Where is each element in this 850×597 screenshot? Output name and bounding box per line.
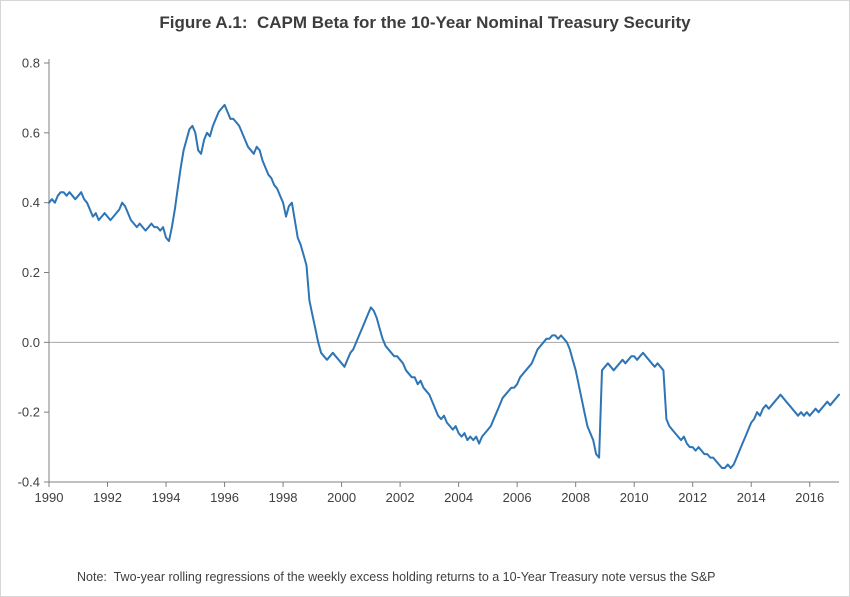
figure-notes: Note: Two-year rolling regressions of th… (77, 535, 716, 596)
x-tick-label: 1996 (210, 490, 239, 505)
x-tick-label: 2012 (678, 490, 707, 505)
chart-title: Figure A.1: CAPM Beta for the 10-Year No… (159, 13, 691, 32)
x-tick-label: 1994 (152, 490, 181, 505)
x-tick-label: 2006 (503, 490, 532, 505)
x-tick-label: 2016 (795, 490, 824, 505)
x-tick-label: 2000 (327, 490, 356, 505)
x-tick-label: 2002 (386, 490, 415, 505)
y-tick-label: 0.4 (22, 195, 40, 210)
y-tick-label: -0.4 (18, 475, 40, 490)
y-tick-label: 0.8 (22, 56, 40, 71)
x-tick-label: 2014 (737, 490, 766, 505)
x-tick-label: 2004 (444, 490, 473, 505)
x-tick-label: 2010 (620, 490, 649, 505)
x-tick-label: 1998 (269, 490, 298, 505)
y-tick-label: -0.2 (18, 405, 40, 420)
y-tick-label: 0.6 (22, 125, 40, 140)
beta-series-line (48, 103, 840, 469)
x-tick-label: 1992 (93, 490, 122, 505)
x-tick-label: 1990 (35, 490, 64, 505)
note-line-1: Note: Two-year rolling regressions of th… (77, 570, 716, 584)
x-tick-label: 2008 (561, 490, 590, 505)
y-tick-label: 0.0 (22, 335, 40, 350)
y-tick-label: 0.2 (22, 265, 40, 280)
